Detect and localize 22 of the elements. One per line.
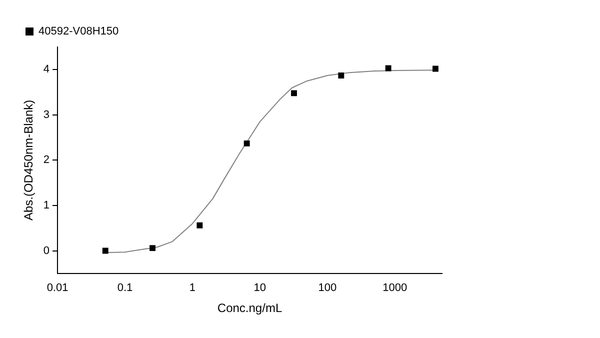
point: [150, 245, 156, 252]
y-axis-title: Abs.(OD450nm-Blank): [22, 100, 36, 221]
x-tick-label: 0.1: [117, 282, 133, 294]
point: [338, 72, 344, 78]
legend-label: 40592-V08H150: [38, 26, 119, 38]
x-tick-label: 10: [254, 282, 266, 294]
point: [291, 90, 297, 96]
point: [385, 65, 392, 72]
point: [432, 66, 438, 72]
y-tick-label: 1: [43, 200, 50, 212]
point: [102, 248, 108, 254]
y-tick-label: 3: [43, 108, 50, 121]
y-tick-label: 0: [43, 244, 50, 257]
x-tick-label: 1: [189, 282, 196, 294]
x-tick-label: 1000: [382, 282, 408, 294]
x-tick-label: 0.01: [46, 282, 68, 294]
point: [244, 140, 250, 146]
y-tick-label: 2: [43, 154, 50, 166]
point: [196, 222, 203, 228]
y-tick-label: 4: [43, 64, 50, 76]
x-axis-title: Conc.ng/mL: [217, 301, 282, 316]
x-tick-label: 100: [318, 282, 337, 294]
